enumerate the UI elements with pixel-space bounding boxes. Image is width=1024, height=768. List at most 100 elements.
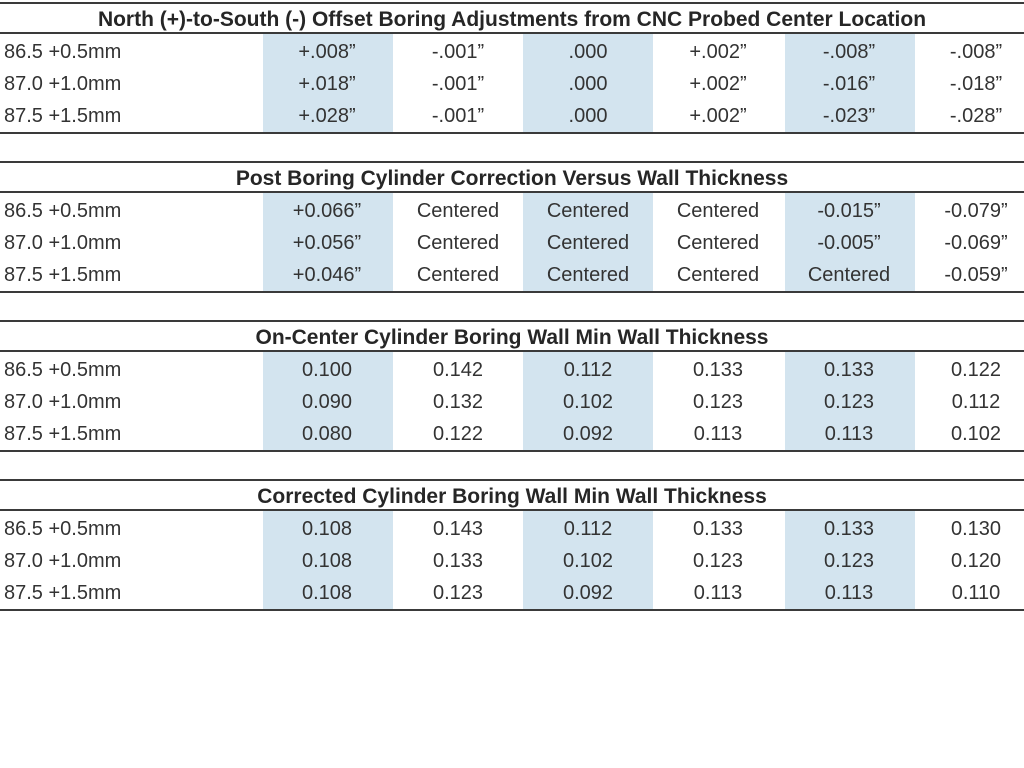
table-cell: 0.112 bbox=[563, 359, 613, 381]
table-row: 87.5 +1.5mm +.028” -.001” .000 +.002” -.023” -… bbox=[0, 100, 1024, 132]
table-cell: -.001” bbox=[431, 105, 485, 127]
table-cell: 0.142 bbox=[432, 359, 484, 381]
table-row: 86.5 +0.5mm 0.100 0.142 0.112 0.133 0.133 0.12… bbox=[0, 354, 1024, 386]
row-label: 87.0 +1.0mm bbox=[4, 232, 122, 254]
row-label: 87.5 +1.5mm bbox=[4, 582, 122, 604]
shaded-column bbox=[263, 352, 393, 450]
table-cell: 0.102 bbox=[950, 423, 1002, 445]
table-cell: -0.069” bbox=[944, 232, 1008, 254]
table-cell: Centered bbox=[676, 264, 760, 286]
table-cell: +.008” bbox=[298, 41, 356, 63]
table-cell: .000 bbox=[568, 73, 608, 95]
table-cell: Centered bbox=[546, 264, 630, 286]
table-cell: 0.113 bbox=[824, 423, 874, 445]
table-cell: +.002” bbox=[689, 105, 747, 127]
table-section: On-Center Cylinder Boring Wall Min Wall … bbox=[0, 320, 1024, 452]
table-cell: +0.066” bbox=[292, 200, 362, 222]
table-cell: -.008” bbox=[949, 41, 1003, 63]
table-cell: 0.092 bbox=[562, 423, 614, 445]
section-title: On-Center Cylinder Boring Wall Min Wall … bbox=[0, 320, 1024, 352]
table-cell: 0.132 bbox=[432, 391, 484, 413]
shaded-column bbox=[263, 34, 393, 132]
shaded-column bbox=[523, 193, 653, 291]
row-label: 87.0 +1.0mm bbox=[4, 391, 122, 413]
table-cell: +.002” bbox=[689, 73, 747, 95]
table-cell: 0.123 bbox=[692, 391, 744, 413]
shaded-column bbox=[263, 511, 393, 609]
table-row: 86.5 +0.5mm +0.066” Centered Centered Center… bbox=[0, 195, 1024, 227]
table-cell: 0.122 bbox=[432, 423, 484, 445]
table-cell: 0.100 bbox=[301, 359, 353, 381]
table-cell: Centered bbox=[807, 264, 891, 286]
table-cell: 0.113 bbox=[693, 423, 743, 445]
shaded-column bbox=[263, 193, 393, 291]
table-cell: 0.130 bbox=[950, 518, 1002, 540]
table-section: Corrected Cylinder Boring Wall Min Wall … bbox=[0, 479, 1024, 611]
table-row: 87.0 +1.0mm +.018” -.001” .000 +.002” -.016” -… bbox=[0, 68, 1024, 100]
table-cell: 0.120 bbox=[950, 550, 1002, 572]
table-cell: -.016” bbox=[822, 73, 876, 95]
row-label: 87.0 +1.0mm bbox=[4, 73, 122, 95]
table-cell: 0.122 bbox=[950, 359, 1002, 381]
table-cell: Centered bbox=[676, 200, 760, 222]
table-cell: +0.056” bbox=[292, 232, 362, 254]
section-body: 86.5 +0.5mm 0.100 0.142 0.112 0.133 0.133 0.12… bbox=[0, 352, 1024, 452]
table-cell: -0.079” bbox=[944, 200, 1008, 222]
table-cell: 0.110 bbox=[951, 582, 1001, 604]
table-cell: 0.108 bbox=[301, 582, 353, 604]
table-cell: 0.123 bbox=[692, 550, 744, 572]
table-cell: 0.102 bbox=[562, 550, 614, 572]
table-cell: .000 bbox=[568, 41, 608, 63]
table-cell: 0.102 bbox=[562, 391, 614, 413]
table-row: 87.0 +1.0mm +0.056” Centered Centered Center… bbox=[0, 227, 1024, 259]
table-cell: Centered bbox=[546, 232, 630, 254]
table-cell: 0.092 bbox=[562, 582, 614, 604]
table-cell: -.001” bbox=[431, 41, 485, 63]
table-cell: .000 bbox=[568, 105, 608, 127]
table-row: 87.5 +1.5mm 0.080 0.122 0.092 0.113 0.113 0.10… bbox=[0, 418, 1024, 450]
table-section: North (+)-to-South (-) Offset Boring Adj… bbox=[0, 2, 1024, 134]
section-title: Corrected Cylinder Boring Wall Min Wall … bbox=[0, 479, 1024, 511]
table-row: 86.5 +0.5mm +.008” -.001” .000 +.002” -.008” -… bbox=[0, 36, 1024, 68]
table-cell: 0.143 bbox=[432, 518, 484, 540]
table-cell: 0.133 bbox=[692, 518, 744, 540]
table-cell: 0.123 bbox=[823, 391, 875, 413]
table-cell: Centered bbox=[546, 200, 630, 222]
table-cell: -.001” bbox=[431, 73, 485, 95]
table-cell: 0.113 bbox=[824, 582, 874, 604]
table-cell: 0.133 bbox=[692, 359, 744, 381]
table-cell: 0.123 bbox=[823, 550, 875, 572]
table-cell: Centered bbox=[416, 200, 500, 222]
table-cell: Centered bbox=[676, 232, 760, 254]
row-label: 86.5 +0.5mm bbox=[4, 200, 122, 222]
table-cell: +.018” bbox=[298, 73, 356, 95]
table-section: Post Boring Cylinder Correction Versus W… bbox=[0, 161, 1024, 293]
table-row: 86.5 +0.5mm 0.108 0.143 0.112 0.133 0.133 0.13… bbox=[0, 513, 1024, 545]
table-cell: 0.112 bbox=[951, 391, 1001, 413]
shaded-column bbox=[785, 352, 915, 450]
shaded-column bbox=[523, 34, 653, 132]
shaded-column bbox=[523, 511, 653, 609]
table-cell: 0.108 bbox=[301, 518, 353, 540]
table-cell: 0.080 bbox=[301, 423, 353, 445]
shaded-column bbox=[785, 193, 915, 291]
shaded-column bbox=[785, 511, 915, 609]
table-cell: +.028” bbox=[298, 105, 356, 127]
table-cell: 0.090 bbox=[301, 391, 353, 413]
table-cell: -.018” bbox=[949, 73, 1003, 95]
table-cell: -.028” bbox=[949, 105, 1003, 127]
table-cell: -0.005” bbox=[817, 232, 881, 254]
row-label: 87.5 +1.5mm bbox=[4, 105, 122, 127]
table-row: 87.5 +1.5mm +0.046” Centered Centered Center… bbox=[0, 259, 1024, 291]
table-cell: 0.133 bbox=[432, 550, 484, 572]
table-cell: +0.046” bbox=[292, 264, 362, 286]
shaded-column bbox=[523, 352, 653, 450]
table-row: 87.0 +1.0mm 0.090 0.132 0.102 0.123 0.123 0.11… bbox=[0, 386, 1024, 418]
shaded-column bbox=[785, 34, 915, 132]
table-cell: 0.133 bbox=[823, 359, 875, 381]
row-label: 86.5 +0.5mm bbox=[4, 518, 122, 540]
table-row: 87.5 +1.5mm 0.108 0.123 0.092 0.113 0.113 0.11… bbox=[0, 577, 1024, 609]
table-cell: Centered bbox=[416, 232, 500, 254]
table-row: 87.0 +1.0mm 0.108 0.133 0.102 0.123 0.123 0.12… bbox=[0, 545, 1024, 577]
